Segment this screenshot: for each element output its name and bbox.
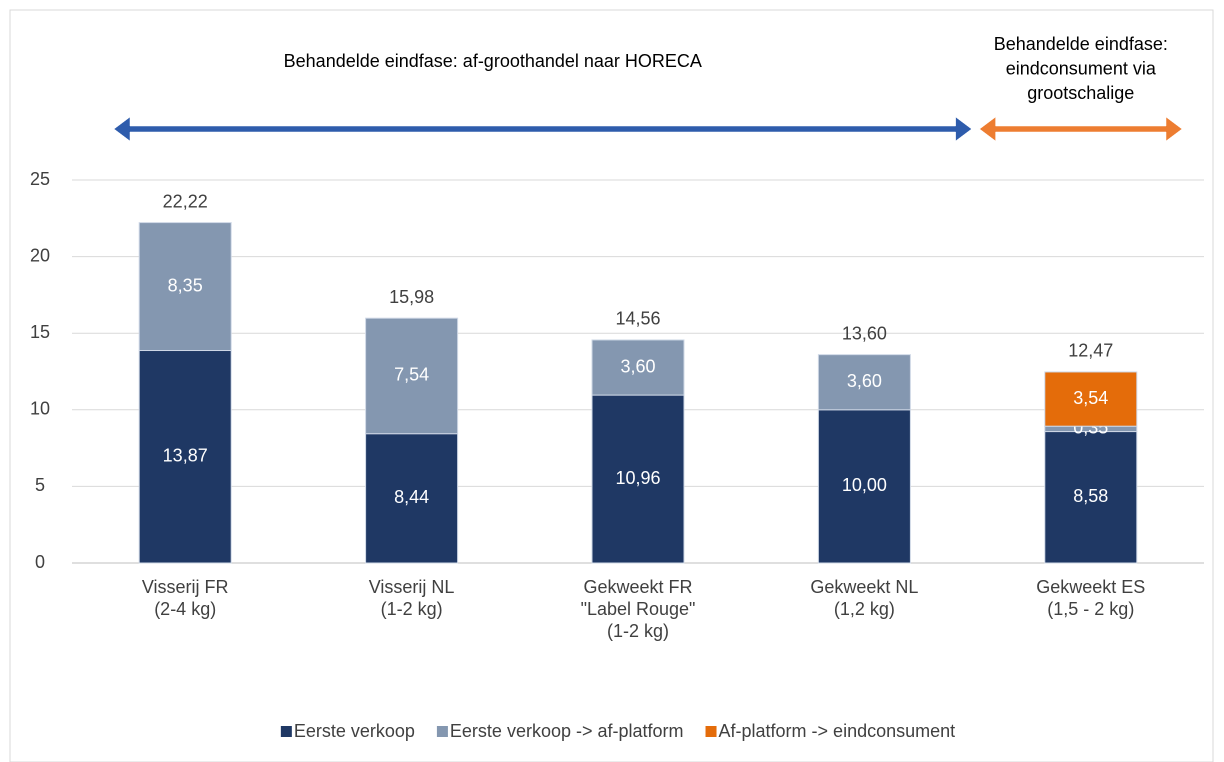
data-label: 13,87	[163, 446, 208, 466]
total-label: 12,47	[1068, 341, 1113, 361]
legend-swatch	[436, 726, 448, 737]
y-tick-label: 15	[30, 322, 50, 342]
x-tick-label: Gekweekt ES	[1036, 577, 1145, 597]
data-label: 8,58	[1073, 486, 1108, 506]
annotation-arrow	[979, 116, 1183, 142]
x-tick-label: (1-2 kg)	[381, 599, 443, 619]
x-tick-label: Gekweekt FR	[583, 577, 692, 597]
annotation-text: eindconsument via	[1006, 58, 1157, 78]
data-label: 3,60	[847, 371, 882, 391]
y-tick-label: 5	[35, 475, 45, 495]
legend-swatch	[280, 726, 292, 737]
bar-segment	[817, 409, 911, 564]
total-label: 14,56	[615, 309, 660, 329]
x-tick-label: Gekweekt NL	[810, 577, 918, 597]
total-label: 15,98	[389, 287, 434, 307]
data-label: 8,44	[394, 487, 429, 507]
y-tick-label: 25	[30, 169, 50, 189]
data-label: 3,60	[620, 356, 655, 376]
bar-segment	[1044, 371, 1138, 427]
bar-segment	[1044, 431, 1138, 564]
total-label: 13,60	[842, 323, 887, 343]
chart-frame	[9, 9, 1214, 762]
y-tick-label: 20	[30, 245, 50, 265]
bar-segment	[365, 433, 459, 564]
legend-label: Eerste verkoop	[294, 721, 415, 741]
total-label: 22,22	[163, 191, 208, 211]
annotation-text: grootschalige	[1027, 83, 1134, 103]
annotation-arrow	[113, 116, 973, 142]
bar-segment	[365, 317, 459, 435]
data-label: 7,54	[394, 365, 429, 385]
x-tick-label: (2-4 kg)	[154, 599, 216, 619]
legend-label: Af-platform -> eindconsument	[719, 721, 956, 741]
bar-segment	[817, 354, 911, 411]
data-label: 10,00	[842, 475, 887, 495]
bar-segment	[138, 222, 232, 352]
data-label: 3,54	[1073, 388, 1108, 408]
annotation-text: Behandelde eindfase: af-groothandel naar…	[284, 51, 702, 71]
data-label: 10,96	[615, 468, 660, 488]
y-tick-label: 10	[30, 399, 50, 419]
bar-segment	[591, 339, 685, 396]
y-tick-label: 0	[35, 552, 45, 572]
bar-segment	[138, 350, 232, 564]
x-tick-label: (1-2 kg)	[607, 621, 669, 641]
x-tick-label: (1,5 - 2 kg)	[1047, 599, 1134, 619]
legend-label: Eerste verkoop -> af-platform	[450, 721, 684, 741]
data-label: 8,35	[168, 275, 203, 295]
x-tick-label: Visserij FR	[142, 577, 229, 597]
legend-swatch	[705, 726, 717, 737]
bar-segment	[591, 394, 685, 564]
legend: Eerste verkoop Eerste verkoop -> af-platf…	[280, 721, 956, 741]
x-tick-label: Visserij NL	[369, 577, 455, 597]
annotation-text: Behandelde eindfase:	[994, 34, 1168, 54]
x-tick-label: (1,2 kg)	[834, 599, 895, 619]
x-tick-label: "Label Rouge"	[581, 599, 696, 619]
